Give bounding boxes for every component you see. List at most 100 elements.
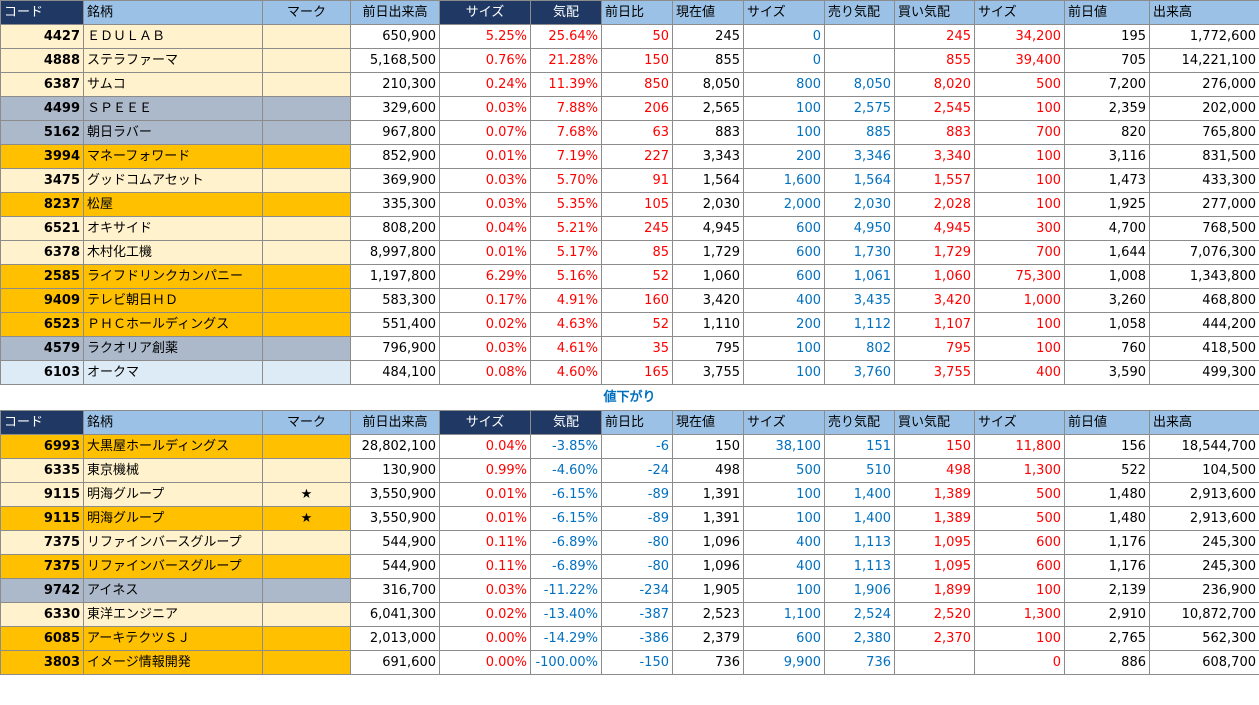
cell-size-ratio[interactable]: 5.25%	[439, 24, 531, 49]
table-row[interactable]: 6378 木村化工機 8,997,800 0.01% 5.17% 85 1,729 600 1,…	[0, 240, 1259, 265]
cell-volume[interactable]: 765,800	[1149, 120, 1259, 145]
cell-current[interactable]: 498	[672, 458, 744, 483]
cell-current[interactable]: 2,523	[672, 602, 744, 627]
cell-prev-volume[interactable]: 335,300	[350, 192, 440, 217]
cell-bid[interactable]: 4,945	[894, 216, 975, 241]
cell-name[interactable]: オキサイド	[83, 216, 263, 241]
cell-bid[interactable]: 8,020	[894, 72, 975, 97]
cell-kehai[interactable]: 7.68%	[530, 120, 602, 145]
cell-volume[interactable]: 245,300	[1149, 554, 1259, 579]
cell-bid-size[interactable]: 100	[974, 96, 1065, 121]
cell-mark[interactable]	[262, 554, 351, 579]
cell-ask-size[interactable]: 400	[743, 554, 825, 579]
cell-code[interactable]: 6521	[0, 216, 84, 241]
cell-code[interactable]: 8237	[0, 192, 84, 217]
cell-prev-volume[interactable]: 6,041,300	[350, 602, 440, 627]
cell-ask[interactable]: 2,575	[824, 96, 895, 121]
cell-bid[interactable]: 3,755	[894, 360, 975, 385]
cell-prev-close[interactable]: 3,116	[1064, 144, 1150, 169]
cell-current[interactable]: 2,379	[672, 626, 744, 651]
cell-current[interactable]: 1,564	[672, 168, 744, 193]
cell-prev-volume[interactable]: 8,997,800	[350, 240, 440, 265]
cell-change[interactable]: 63	[601, 120, 673, 145]
cell-size-ratio[interactable]: 0.04%	[439, 216, 531, 241]
table-row[interactable]: 5162 朝日ラバー 967,800 0.07% 7.68% 63 883 100 885 883…	[0, 120, 1259, 145]
cell-ask[interactable]	[824, 48, 895, 73]
cell-prev-close[interactable]: 156	[1064, 434, 1150, 459]
cell-ask-size[interactable]: 600	[743, 240, 825, 265]
cell-kehai[interactable]: -3.85%	[530, 434, 602, 459]
cell-ask-size[interactable]: 100	[743, 360, 825, 385]
cell-bid-size[interactable]: 100	[974, 312, 1065, 337]
cell-current[interactable]: 3,343	[672, 144, 744, 169]
cell-size-ratio[interactable]: 0.99%	[439, 458, 531, 483]
table-row[interactable]: 4579 ラクオリア創薬 796,900 0.03% 4.61% 35 795 100 802 7…	[0, 336, 1259, 361]
cell-kehai[interactable]: 25.64%	[530, 24, 602, 49]
cell-ask[interactable]: 510	[824, 458, 895, 483]
cell-current[interactable]: 1,110	[672, 312, 744, 337]
cell-prev-volume[interactable]: 691,600	[350, 650, 440, 675]
cell-size-ratio[interactable]: 6.29%	[439, 264, 531, 289]
cell-kehai[interactable]: -13.40%	[530, 602, 602, 627]
cell-size-ratio[interactable]: 0.01%	[439, 506, 531, 531]
cell-volume[interactable]: 2,913,600	[1149, 506, 1259, 531]
cell-name[interactable]: 松屋	[83, 192, 263, 217]
table-row[interactable]: 3994 マネーフォワード 852,900 0.01% 7.19% 227 3,343 200…	[0, 144, 1259, 169]
cell-bid[interactable]: 150	[894, 434, 975, 459]
cell-bid[interactable]: 855	[894, 48, 975, 73]
cell-code[interactable]: 3994	[0, 144, 84, 169]
cell-ask[interactable]: 1,113	[824, 554, 895, 579]
cell-volume[interactable]: 245,300	[1149, 530, 1259, 555]
cell-prev-volume[interactable]: 28,802,100	[350, 434, 440, 459]
cell-change[interactable]: 850	[601, 72, 673, 97]
cell-ask-size[interactable]: 9,900	[743, 650, 825, 675]
cell-ask-size[interactable]: 0	[743, 48, 825, 73]
cell-kehai[interactable]: -100.00%	[530, 650, 602, 675]
cell-mark[interactable]	[262, 168, 351, 193]
cell-name[interactable]: ステラファーマ	[83, 48, 263, 73]
cell-size-ratio[interactable]: 0.04%	[439, 434, 531, 459]
cell-change[interactable]: -386	[601, 626, 673, 651]
cell-prev-volume[interactable]: 967,800	[350, 120, 440, 145]
cell-change[interactable]: 91	[601, 168, 673, 193]
cell-prev-close[interactable]: 2,765	[1064, 626, 1150, 651]
cell-current[interactable]: 4,945	[672, 216, 744, 241]
cell-name[interactable]: 東洋エンジニア	[83, 602, 263, 627]
cell-mark[interactable]	[262, 264, 351, 289]
cell-volume[interactable]: 444,200	[1149, 312, 1259, 337]
cell-change[interactable]: -6	[601, 434, 673, 459]
table-row[interactable]: 4427 ＥＤＵＬＡＢ 650,900 5.25% 25.64% 50 245 0 245 34,…	[0, 24, 1259, 49]
cell-prev-close[interactable]: 1,925	[1064, 192, 1150, 217]
cell-prev-close[interactable]: 1,480	[1064, 482, 1150, 507]
cell-mark[interactable]	[262, 144, 351, 169]
cell-current[interactable]: 795	[672, 336, 744, 361]
cell-mark[interactable]	[262, 458, 351, 483]
cell-mark[interactable]	[262, 650, 351, 675]
table-row[interactable]: 6085 アーキテクツＳＪ 2,013,000 0.00% -14.29% -386 2,3…	[0, 626, 1259, 651]
cell-kehai[interactable]: 5.35%	[530, 192, 602, 217]
cell-current[interactable]: 1,060	[672, 264, 744, 289]
cell-prev-volume[interactable]: 316,700	[350, 578, 440, 603]
cell-name[interactable]: ＳＰＥＥＥ	[83, 96, 263, 121]
cell-ask-size[interactable]: 100	[743, 96, 825, 121]
cell-ask-size[interactable]: 0	[743, 24, 825, 49]
cell-bid-size[interactable]: 300	[974, 216, 1065, 241]
cell-name[interactable]: 木村化工機	[83, 240, 263, 265]
cell-size-ratio[interactable]: 0.07%	[439, 120, 531, 145]
cell-change[interactable]: -387	[601, 602, 673, 627]
cell-bid-size[interactable]: 500	[974, 482, 1065, 507]
cell-volume[interactable]: 831,500	[1149, 144, 1259, 169]
cell-code[interactable]: 6103	[0, 360, 84, 385]
cell-code[interactable]: 6387	[0, 72, 84, 97]
cell-prev-volume[interactable]: 544,900	[350, 530, 440, 555]
cell-ask[interactable]: 1,061	[824, 264, 895, 289]
cell-mark[interactable]	[262, 192, 351, 217]
table-row[interactable]: 8237 松屋 335,300 0.03% 5.35% 105 2,030 2,000 2,03…	[0, 192, 1259, 217]
cell-prev-volume[interactable]: 369,900	[350, 168, 440, 193]
cell-bid-size[interactable]: 500	[974, 506, 1065, 531]
cell-name[interactable]: ＰＨＣホールディングス	[83, 312, 263, 337]
cell-kehai[interactable]: 4.63%	[530, 312, 602, 337]
cell-ask-size[interactable]: 38,100	[743, 434, 825, 459]
table-row[interactable]: 6523 ＰＨＣホールディングス 551,400 0.02% 4.63% 52 1,110 2…	[0, 312, 1259, 337]
cell-size-ratio[interactable]: 0.76%	[439, 48, 531, 73]
